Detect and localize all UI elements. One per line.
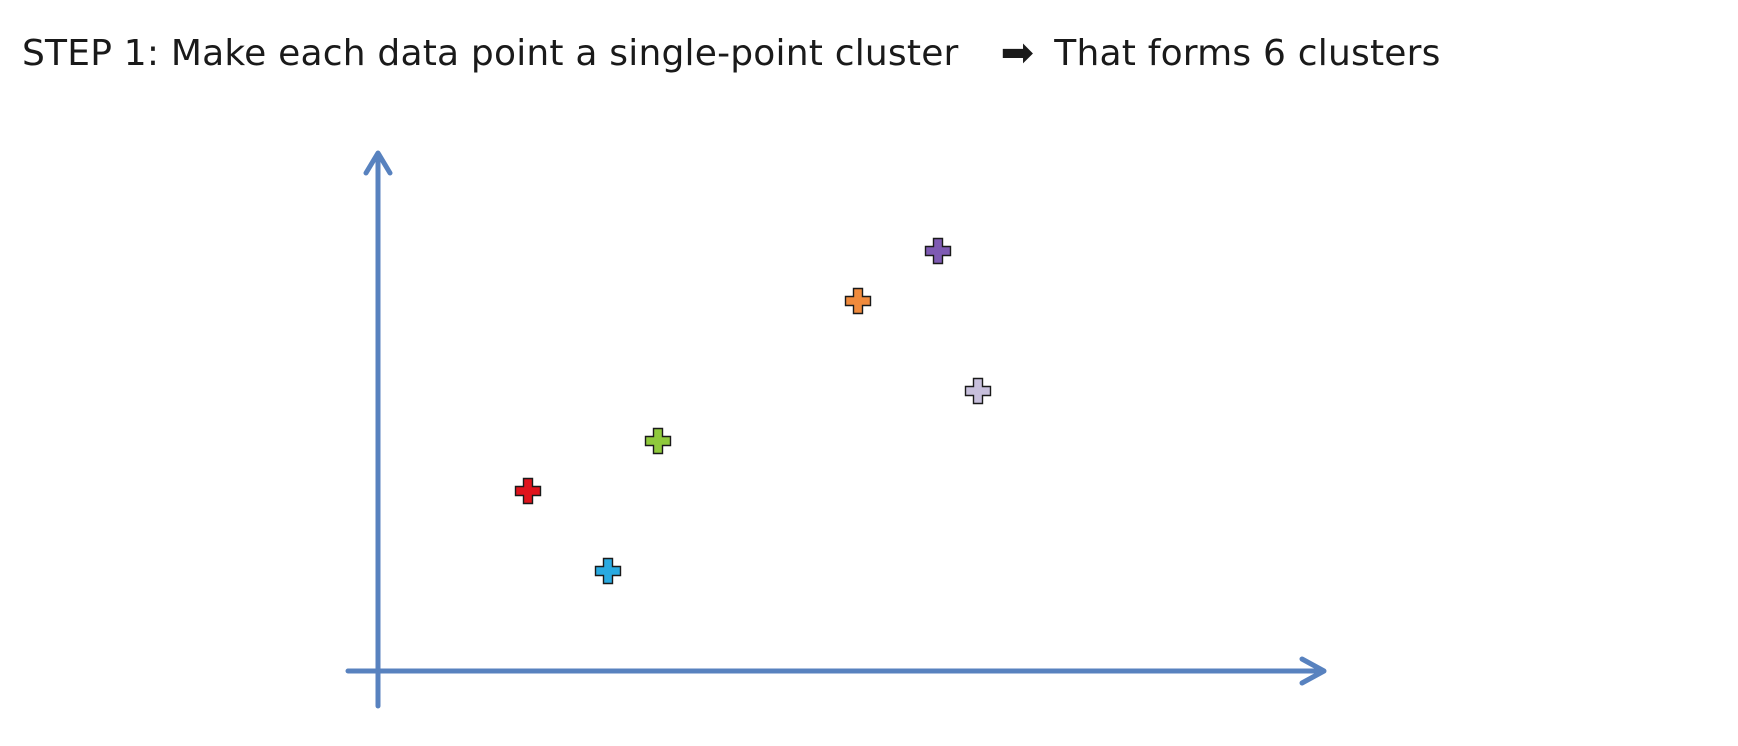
step-separator: :: [146, 32, 160, 74]
data-points: [514, 237, 992, 585]
purple-plus-icon: [924, 237, 952, 265]
chart-axes: [345, 150, 1327, 709]
orange-plus-icon: [844, 287, 872, 315]
y-axis-arrowhead-icon: [363, 150, 393, 176]
result-text: That forms 6 clusters: [1054, 32, 1441, 74]
step-heading: STEP 1: Make each data point a single-po…: [22, 28, 1441, 78]
red-plus-icon: [514, 477, 542, 505]
step-label: STEP 1: [22, 32, 147, 74]
right-arrow-icon: ➡: [1000, 30, 1035, 76]
lilac-plus-icon: [964, 377, 992, 405]
green-plus-icon: [644, 427, 672, 455]
step-description: Make each data point a single-point clus…: [170, 32, 959, 74]
blue-plus-icon: [594, 557, 622, 585]
x-axis-arrowhead-icon: [1299, 656, 1327, 686]
